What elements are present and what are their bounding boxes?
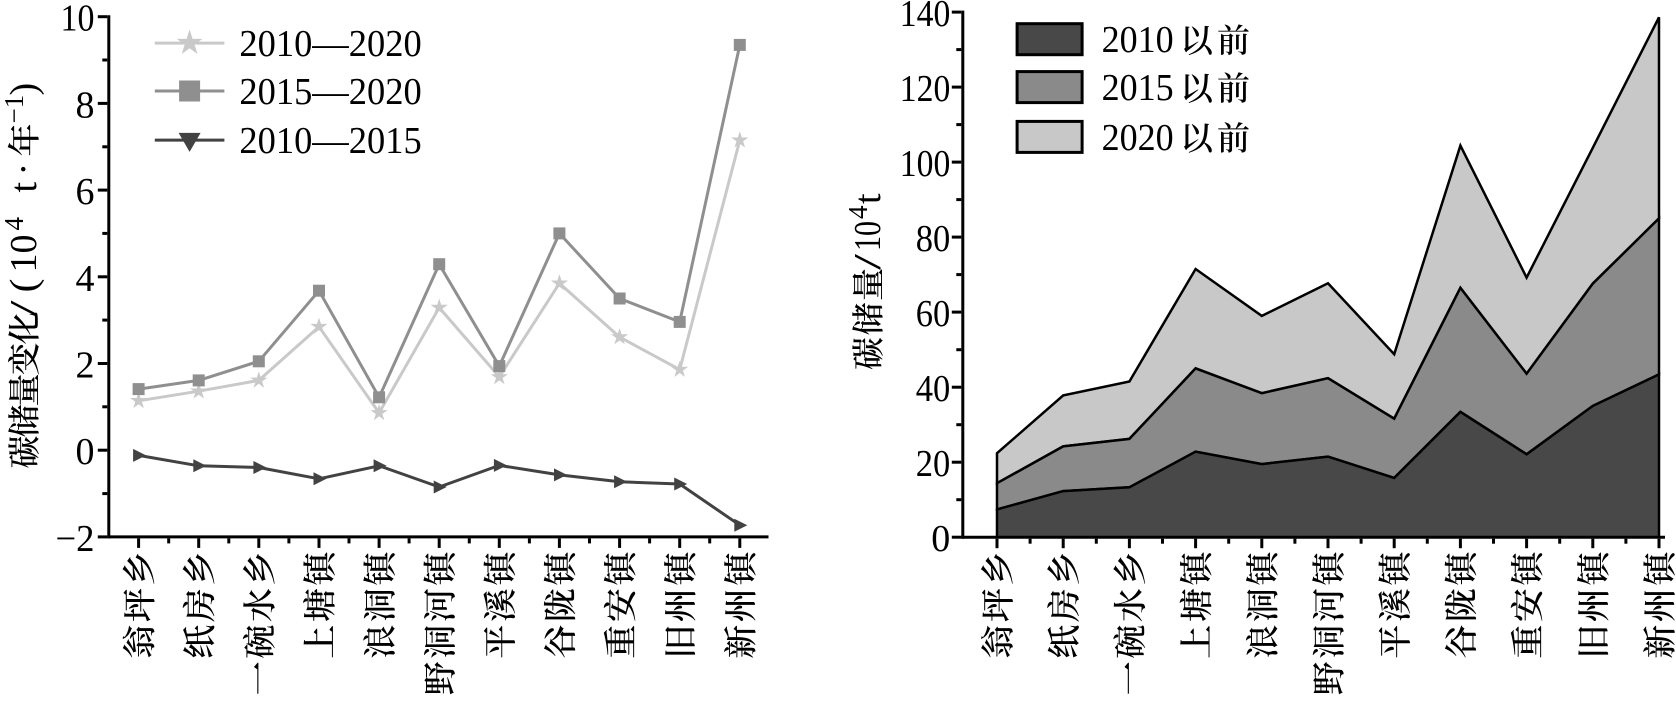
svg-text:−2: −2 (56, 518, 95, 560)
svg-text:10: 10 (3, 235, 45, 273)
svg-text:/: / (847, 253, 889, 270)
svg-text:(: ( (3, 279, 45, 293)
svg-text:20: 20 (916, 443, 951, 485)
svg-text:2010: 2010 (1102, 19, 1174, 61)
svg-text:2010—2015: 2010—2015 (239, 120, 421, 162)
svg-text:0: 0 (76, 431, 95, 473)
svg-text:4: 4 (76, 258, 95, 300)
svg-text:10: 10 (847, 221, 889, 251)
svg-text:·: · (3, 163, 45, 176)
svg-text:2: 2 (76, 345, 95, 387)
svg-text:t: t (3, 182, 45, 193)
svg-text:4: 4 (843, 205, 873, 219)
svg-text:/: / (3, 300, 45, 317)
svg-text:2010—2020: 2010—2020 (239, 23, 421, 65)
svg-text:2020: 2020 (1102, 117, 1174, 159)
svg-text:0: 0 (931, 518, 950, 560)
svg-text:120: 120 (900, 68, 951, 110)
svg-text:t: t (847, 193, 889, 204)
svg-text:8: 8 (76, 84, 95, 126)
svg-text:4: 4 (0, 217, 29, 231)
svg-text:2015: 2015 (1102, 67, 1174, 109)
svg-text:−1: −1 (0, 95, 29, 124)
svg-text:6: 6 (76, 171, 95, 213)
svg-text:40: 40 (916, 368, 951, 410)
svg-text:140: 140 (900, 0, 951, 35)
svg-text:60: 60 (916, 293, 951, 335)
svg-text:100: 100 (900, 143, 951, 185)
svg-text:2015—2020: 2015—2020 (239, 71, 421, 113)
svg-text:): ) (3, 83, 45, 96)
svg-text:10: 10 (61, 0, 95, 40)
svg-text:80: 80 (916, 218, 951, 260)
